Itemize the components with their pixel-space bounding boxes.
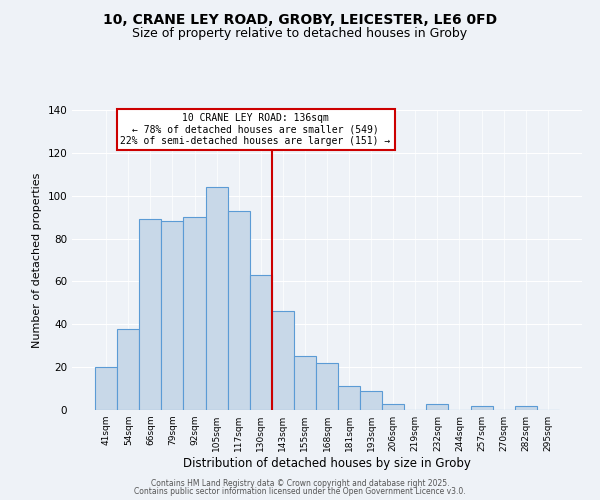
Bar xyxy=(227,210,250,410)
Bar xyxy=(470,406,493,410)
Bar xyxy=(206,187,227,410)
Bar xyxy=(139,220,161,410)
Bar xyxy=(338,386,360,410)
Text: 10 CRANE LEY ROAD: 136sqm
← 78% of detached houses are smaller (549)
22% of semi: 10 CRANE LEY ROAD: 136sqm ← 78% of detac… xyxy=(121,113,391,146)
Bar xyxy=(272,312,294,410)
Text: Contains public sector information licensed under the Open Government Licence v3: Contains public sector information licen… xyxy=(134,487,466,496)
Text: Size of property relative to detached houses in Groby: Size of property relative to detached ho… xyxy=(133,28,467,40)
Bar xyxy=(515,406,537,410)
Bar xyxy=(184,217,206,410)
Bar xyxy=(161,222,184,410)
Bar xyxy=(294,356,316,410)
Y-axis label: Number of detached properties: Number of detached properties xyxy=(32,172,42,348)
Bar xyxy=(250,275,272,410)
Bar xyxy=(117,328,139,410)
X-axis label: Distribution of detached houses by size in Groby: Distribution of detached houses by size … xyxy=(183,457,471,470)
Text: 10, CRANE LEY ROAD, GROBY, LEICESTER, LE6 0FD: 10, CRANE LEY ROAD, GROBY, LEICESTER, LE… xyxy=(103,12,497,26)
Bar xyxy=(360,390,382,410)
Bar xyxy=(382,404,404,410)
Text: Contains HM Land Registry data © Crown copyright and database right 2025.: Contains HM Land Registry data © Crown c… xyxy=(151,478,449,488)
Bar xyxy=(95,367,117,410)
Bar xyxy=(316,363,338,410)
Bar xyxy=(427,404,448,410)
